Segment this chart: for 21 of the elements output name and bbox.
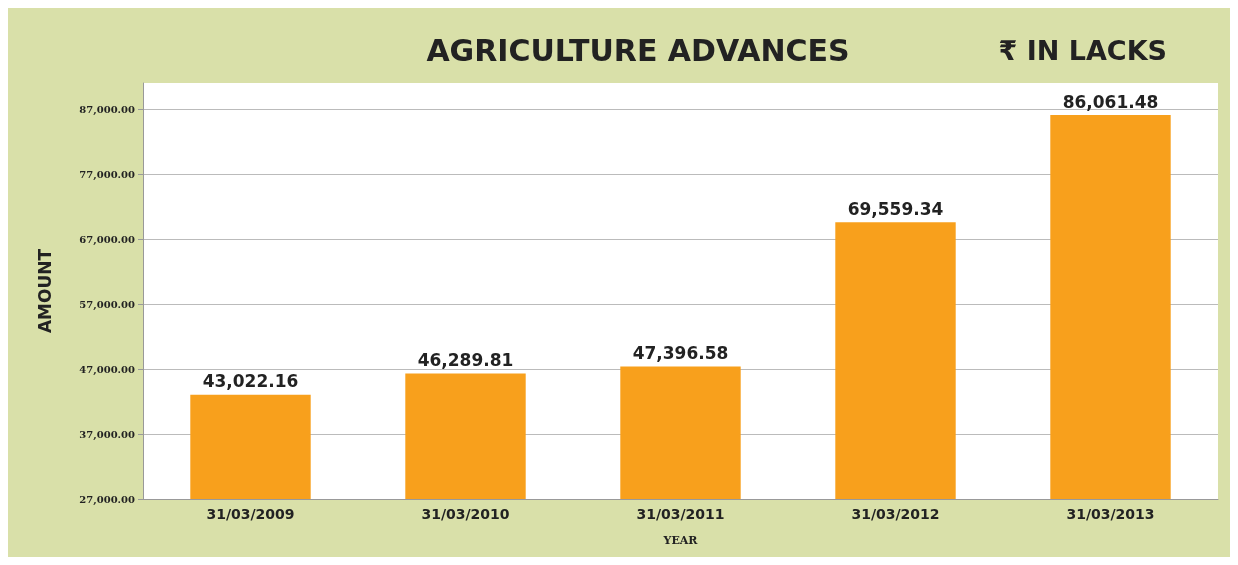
text: 86,061.48 — [1062, 91, 1159, 112]
text: 43,022.16 — [202, 371, 299, 392]
y-tick-label: 57,000.00 — [79, 298, 136, 311]
x-tick-label: 31/03/2013 — [1066, 506, 1155, 522]
x-axis-title: YEAR — [662, 534, 699, 547]
x-tick-label: 31/03/2011 — [636, 506, 725, 522]
y-tick-label: 77,000.00 — [79, 168, 136, 181]
text: 69,559.34 — [847, 198, 944, 219]
y-tick-label: 37,000.00 — [79, 428, 136, 441]
x-tick-label: 31/03/2009 — [206, 506, 295, 522]
text: 47,396.58 — [632, 342, 729, 363]
x-tick-label: 31/03/2012 — [851, 506, 940, 522]
y-tick-label: 47,000.00 — [79, 363, 136, 376]
chart-title: AGRICULTURE ADVANCES — [426, 32, 850, 68]
chart-subtitle: ₹ IN LACKS — [998, 35, 1167, 66]
x-tick-label: 31/03/2010 — [421, 506, 510, 522]
y-tick-label: 27,000.00 — [79, 493, 136, 506]
y-tick-label: 67,000.00 — [79, 233, 136, 246]
y-tick-label: 87,000.00 — [79, 103, 136, 116]
text: 46,289.81 — [417, 350, 514, 371]
y-axis-title: AMOUNT — [34, 248, 55, 334]
